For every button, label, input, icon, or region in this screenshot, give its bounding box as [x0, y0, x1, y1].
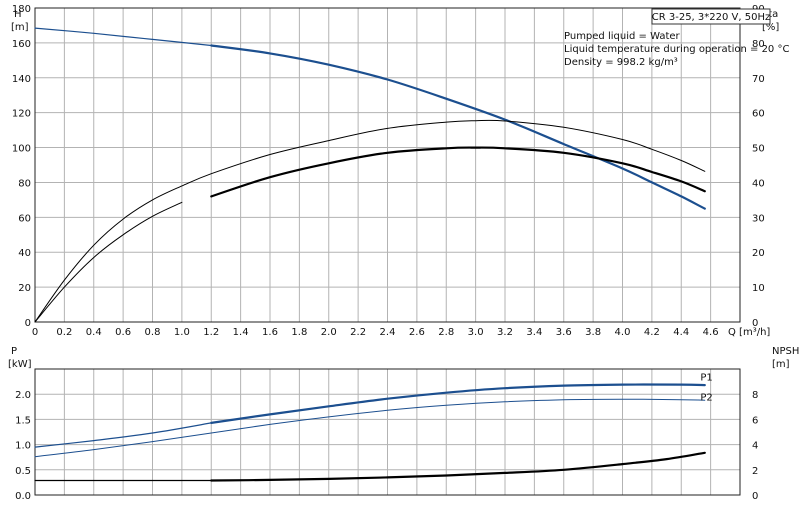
- y-right-axis-unit: [%]: [762, 22, 779, 33]
- y-right-tick-label: 60: [752, 109, 765, 120]
- pump-title-box: [651, 8, 771, 25]
- plot-frame: [34, 368, 741, 496]
- pump-title: CR 3-25, 3*220 V, 50Hz: [652, 12, 770, 23]
- x-tick-label: 2.8: [438, 327, 454, 338]
- curve-label-p2: P2: [700, 392, 712, 403]
- x-tick-label: 0.4: [86, 327, 102, 338]
- x-tick-label: 3.8: [585, 327, 601, 338]
- curve-label-p1: P1: [700, 373, 712, 384]
- y-right-tick-label: 20: [752, 248, 765, 259]
- series-line-right-4: [210, 451, 706, 482]
- series-line-p1: [210, 383, 706, 424]
- y-left-tick-label: 60: [18, 213, 31, 224]
- y-left-tick-label: 120: [12, 109, 31, 120]
- series-line-p2: [34, 398, 706, 458]
- y-left-tick-label: 0.0: [15, 491, 31, 502]
- y-left-tick-label: 80: [18, 178, 31, 189]
- y-right-tick-label: 70: [752, 74, 765, 85]
- plot-frame: [34, 7, 741, 323]
- y-right-tick-label: 0: [752, 318, 758, 329]
- y-right-tick-label: 50: [752, 144, 765, 155]
- y-left-tick-label: 0: [25, 318, 31, 329]
- x-tick-label: 2.2: [350, 327, 366, 338]
- y-left-tick-label: 40: [18, 248, 31, 259]
- x-tick-label: 1.0: [174, 327, 190, 338]
- series-line-right-2: [34, 119, 706, 323]
- y-right-tick-label: 0: [752, 491, 758, 502]
- y-left-tick-label: 1.0: [15, 441, 31, 452]
- x-tick-label: 1.4: [233, 327, 249, 338]
- info-panel: CR 3-25, 3*220 V, 50Hz Pumped liquid = W…: [564, 8, 789, 68]
- series-line-right-3: [34, 201, 183, 323]
- y-right-tick-label: 10: [752, 283, 765, 294]
- y-right-tick-label: 8: [752, 390, 758, 401]
- x-tick-label: 0.8: [145, 327, 161, 338]
- y-left-tick-label: 1.5: [15, 415, 31, 426]
- x-tick-label: 4.2: [644, 327, 660, 338]
- pumped-liquid-text: Pumped liquid = Water: [564, 31, 681, 42]
- x-tick-label: 2.6: [409, 327, 425, 338]
- y-left-axis-label: P: [11, 346, 17, 357]
- x-tick-label: 4.4: [673, 327, 689, 338]
- y-right-axis-label: NPSH: [772, 346, 799, 357]
- x-tick-label: 1.6: [262, 327, 278, 338]
- density-text: Density = 998.2 kg/m³: [564, 57, 678, 68]
- x-tick-label: 4.0: [615, 327, 631, 338]
- x-tick-label: 2.4: [380, 327, 396, 338]
- liquid-temperature-text: Liquid temperature during operation = 20…: [564, 44, 789, 55]
- y-left-tick-label: 100: [12, 144, 31, 155]
- y-right-tick-label: 40: [752, 178, 765, 189]
- x-tick-label: 3.0: [468, 327, 484, 338]
- x-tick-label: 3.6: [556, 327, 572, 338]
- y-right-axis-unit: [m]: [772, 359, 790, 370]
- x-tick-label: 0.6: [115, 327, 131, 338]
- y-left-axis-unit: [m]: [11, 22, 29, 33]
- y-left-tick-label: 2.0: [15, 390, 31, 401]
- y-right-tick-label: 2: [752, 466, 758, 477]
- head-efficiency-chart: 0 20 40 60 80 100 120 140 160 180 0 10 20 30 40 50 60 70 8…: [11, 4, 779, 338]
- y-left-tick-label: 0.5: [15, 466, 31, 477]
- x-tick-label: 0.2: [56, 327, 72, 338]
- x-tick-label: 1.8: [291, 327, 307, 338]
- x-tick-label: 1.2: [203, 327, 219, 338]
- series-line-left-1: [34, 27, 212, 47]
- x-tick-label: 3.2: [497, 327, 513, 338]
- y-left-tick-label: 20: [18, 283, 31, 294]
- x-tick-label: 2.0: [321, 327, 337, 338]
- series-line-left-0: [210, 44, 706, 210]
- y-left-tick-label: 140: [12, 74, 31, 85]
- power-npsh-chart: 0.0 0.5 1.0 1.5 2.0 0 2 4 6 8 P [kW] NPSH [m] P1 P2: [8, 346, 799, 502]
- x-tick-label: 0: [32, 327, 38, 338]
- y-right-tick-label: 4: [752, 441, 758, 452]
- x-tick-label: 3.4: [526, 327, 542, 338]
- y-right-tick-label: 6: [752, 415, 758, 426]
- series-line-p1: [34, 422, 212, 448]
- y-left-axis-unit: [kW]: [8, 359, 32, 370]
- y-left-tick-label: 160: [12, 39, 31, 50]
- series-line-right-4: [210, 146, 706, 198]
- x-axis-label: Q [m³/h]: [728, 327, 770, 338]
- y-left-axis-label: H: [14, 9, 22, 20]
- y-left-tick-label: 180: [12, 4, 31, 15]
- x-tick-label: 4.6: [703, 327, 719, 338]
- y-right-tick-label: 80: [752, 39, 765, 50]
- y-right-tick-label: 30: [752, 213, 765, 224]
